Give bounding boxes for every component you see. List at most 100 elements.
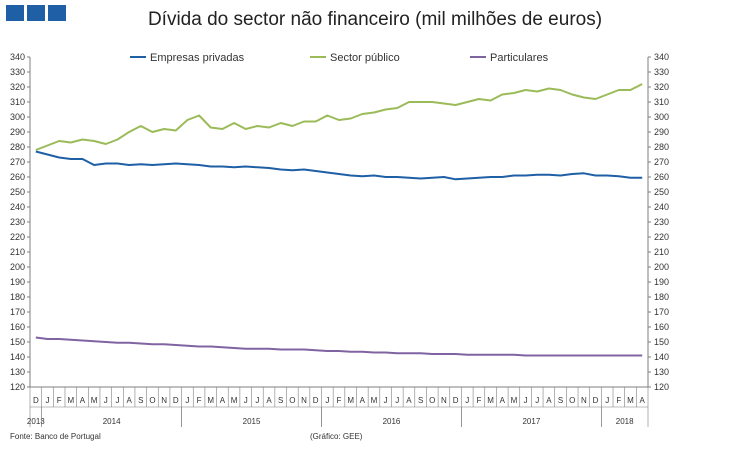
y-tick-label-left: 310 [10, 97, 25, 107]
legend-label: Empresas privadas [150, 52, 245, 64]
y-tick-label-left: 140 [10, 352, 25, 362]
year-label: 2014 [103, 417, 121, 426]
x-tick-label: F [476, 396, 481, 405]
x-tick-label: J [465, 396, 469, 405]
x-tick-label: D [173, 396, 179, 405]
source-note: Fonte: Banco de Portugal [10, 432, 101, 441]
y-tick-label-left: 330 [10, 67, 25, 77]
x-tick-label: M [487, 396, 494, 405]
year-label: 2015 [243, 417, 261, 426]
y-tick-label-left: 180 [10, 292, 25, 302]
y-tick-label-left: 260 [10, 172, 25, 182]
y-tick-label-right: 150 [654, 337, 669, 347]
x-tick-label: S [278, 396, 283, 405]
x-tick-label: S [138, 396, 143, 405]
y-tick-label-right: 310 [654, 97, 669, 107]
legend-label: Particulares [490, 52, 549, 64]
y-tick-label-left: 190 [10, 277, 25, 287]
y-tick-label-right: 250 [654, 187, 669, 197]
y-tick-label-left: 290 [10, 127, 25, 137]
x-tick-label: O [429, 396, 435, 405]
x-tick-label: S [418, 396, 423, 405]
y-tick-label-right: 230 [654, 217, 669, 227]
x-tick-label: S [558, 396, 563, 405]
y-tick-label-left: 150 [10, 337, 25, 347]
x-tick-label: A [360, 396, 366, 405]
y-tick-label-left: 270 [10, 157, 25, 167]
x-tick-label: M [231, 396, 238, 405]
y-tick-label-right: 300 [654, 112, 669, 122]
x-tick-label: M [627, 396, 634, 405]
y-tick-label-left: 220 [10, 232, 25, 242]
y-tick-label-right: 260 [654, 172, 669, 182]
x-tick-label: M [371, 396, 378, 405]
y-tick-label-left: 210 [10, 247, 25, 257]
x-tick-label: A [406, 396, 412, 405]
x-tick-label: N [161, 396, 167, 405]
x-tick-label: A [126, 396, 132, 405]
y-tick-label-left: 240 [10, 202, 25, 212]
y-tick-label-left: 200 [10, 262, 25, 272]
y-tick-label-right: 270 [654, 157, 669, 167]
x-tick-label: M [67, 396, 74, 405]
y-tick-label-left: 130 [10, 367, 25, 377]
x-tick-label: D [593, 396, 599, 405]
x-tick-label: N [301, 396, 307, 405]
y-tick-label-left: 120 [10, 382, 25, 392]
y-tick-label-right: 340 [654, 52, 669, 62]
y-tick-label-right: 200 [654, 262, 669, 272]
y-tick-label-right: 220 [654, 232, 669, 242]
credit-note: (Gráfico: GEE) [310, 432, 363, 441]
y-tick-label-right: 170 [654, 307, 669, 317]
y-tick-label-right: 130 [654, 367, 669, 377]
y-tick-label-right: 210 [654, 247, 669, 257]
series-line-sector-p-blico [35, 83, 643, 151]
x-tick-label: M [207, 396, 214, 405]
y-tick-label-right: 320 [654, 82, 669, 92]
series-line-particulares [35, 336, 643, 357]
y-tick-label-left: 300 [10, 112, 25, 122]
year-label: 2013 [27, 417, 45, 426]
x-tick-label: F [57, 396, 62, 405]
x-tick-label: O [569, 396, 575, 405]
x-tick-label: M [511, 396, 518, 405]
x-tick-label: J [605, 396, 609, 405]
year-label: 2018 [616, 417, 634, 426]
year-label: 2016 [383, 417, 401, 426]
y-tick-label-right: 140 [654, 352, 669, 362]
y-tick-label-left: 250 [10, 187, 25, 197]
x-tick-label: J [255, 396, 259, 405]
x-tick-label: M [347, 396, 354, 405]
x-tick-label: A [266, 396, 272, 405]
y-tick-label-left: 230 [10, 217, 25, 227]
x-tick-label: J [395, 396, 399, 405]
y-tick-label-right: 190 [654, 277, 669, 287]
x-tick-label: F [616, 396, 621, 405]
x-tick-label: A [220, 396, 226, 405]
x-tick-label: D [453, 396, 459, 405]
x-tick-label: J [325, 396, 329, 405]
x-tick-label: A [546, 396, 552, 405]
x-tick-label: D [33, 396, 39, 405]
y-tick-label-left: 320 [10, 82, 25, 92]
y-tick-label-right: 180 [654, 292, 669, 302]
x-tick-label: J [535, 396, 539, 405]
x-tick-label: J [185, 396, 189, 405]
y-tick-label-left: 170 [10, 307, 25, 317]
x-tick-label: J [384, 396, 388, 405]
x-tick-label: O [149, 396, 155, 405]
y-tick-label-right: 290 [654, 127, 669, 137]
y-tick-label-right: 330 [654, 67, 669, 77]
series-line-empresas-privadas [35, 150, 643, 181]
x-tick-label: N [581, 396, 587, 405]
x-tick-label: J [45, 396, 49, 405]
x-tick-label: J [104, 396, 108, 405]
y-tick-label-left: 340 [10, 52, 25, 62]
y-tick-label-right: 240 [654, 202, 669, 212]
chart-title: Dívida do sector não financeiro (mil mil… [147, 9, 603, 30]
x-tick-label: J [244, 396, 248, 405]
y-tick-label-left: 280 [10, 142, 25, 152]
y-tick-label-right: 120 [654, 382, 669, 392]
y-tick-label-right: 160 [654, 322, 669, 332]
